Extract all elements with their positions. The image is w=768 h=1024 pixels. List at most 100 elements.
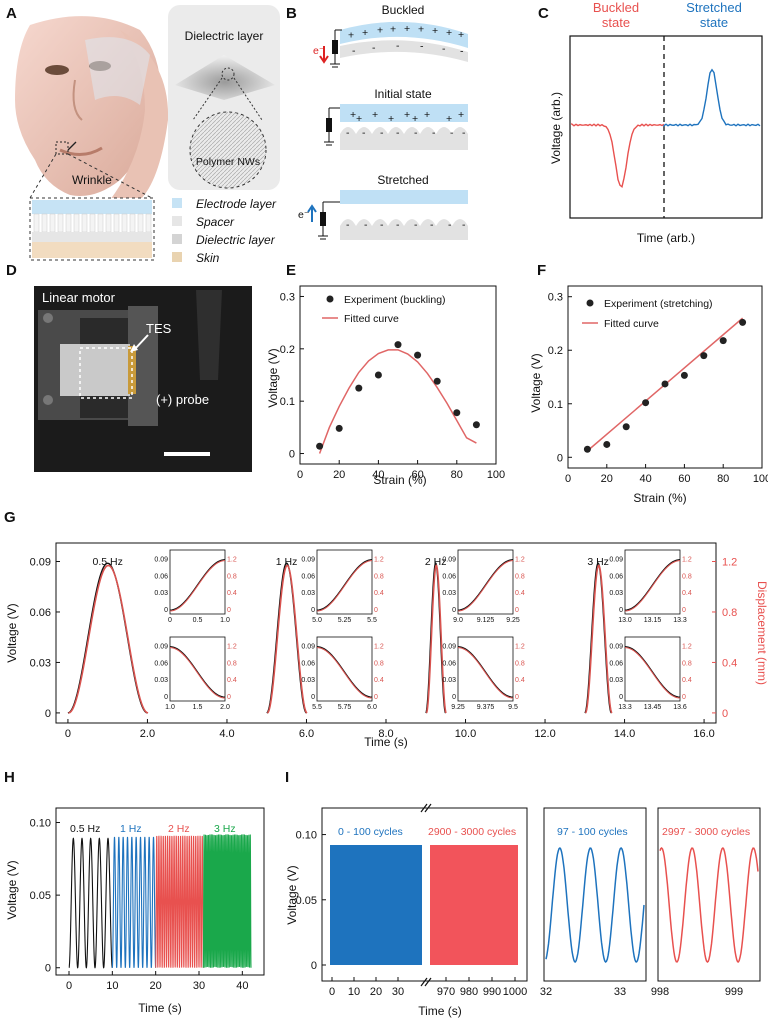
charge-plus: + <box>356 113 362 125</box>
h-x-tick: 10 <box>106 980 118 992</box>
data-point <box>622 423 630 431</box>
h-wave-segment <box>111 836 157 968</box>
y-tick-label: 0.3 <box>548 292 563 304</box>
inset-y2-tick: 0.4 <box>515 590 525 597</box>
charge-plus: + <box>458 29 464 41</box>
charge-minus: - <box>430 219 434 231</box>
face-illustration <box>15 16 169 200</box>
data-point <box>680 371 688 379</box>
inset-y2-tick: 0 <box>682 694 686 701</box>
data-point <box>394 341 402 349</box>
panel-label-h: H <box>4 769 15 786</box>
inset-y-tick: 0.06 <box>442 660 456 667</box>
inset-y2-tick: 0 <box>374 694 378 701</box>
panel-g: G 0 2.0 4.0 6.0 8.0 10.0 12.0 14.0 16.0 0 0.03 0.06… <box>4 509 768 749</box>
stretched-state-l2: state <box>700 15 728 30</box>
inset-y-tick: 0.06 <box>301 573 315 580</box>
g-ylabel: Voltage (V) <box>5 603 19 662</box>
inset-y2-tick: 0.8 <box>374 660 384 667</box>
inset-x-tick: 5.75 <box>338 704 352 711</box>
i-zoom2-x-tick: 998 <box>651 986 669 998</box>
g-x-tick: 16.0 <box>693 728 714 740</box>
inset-displacement <box>316 560 373 612</box>
inset-y-tick: 0.03 <box>442 677 456 684</box>
g-y-tick: 0.09 <box>30 557 51 569</box>
charge-plus: + <box>372 109 378 121</box>
g-x-tick: 4.0 <box>219 728 234 740</box>
charge-minus: - <box>420 41 424 53</box>
h-frequency-label: 0.5 Hz <box>70 823 100 835</box>
inset-x-tick: 9.25 <box>506 617 520 624</box>
inset-y2-tick: 0.8 <box>515 573 525 580</box>
data-point <box>335 424 343 432</box>
data-point <box>374 371 382 379</box>
inset-x-tick: 0.5 <box>193 617 203 624</box>
inset-y2-tick: 0 <box>227 607 231 614</box>
charge-minus: - <box>432 127 436 139</box>
g-inset <box>457 636 514 702</box>
f-legend-exp: Experiment (stretching) <box>604 298 713 310</box>
h-wave-segment <box>202 834 252 968</box>
g-displacement-pulse <box>266 564 308 714</box>
inset-y-tick: 0 <box>164 607 168 614</box>
data-point <box>583 445 591 453</box>
panel-label-i: I <box>285 769 289 786</box>
charge-plus: + <box>404 109 410 121</box>
inset-y-tick: 0.06 <box>442 573 456 580</box>
g-frequency-label: 0.5 Hz <box>93 556 123 568</box>
f-legend-fit: Fitted curve <box>604 318 659 330</box>
g-y2-tick: 1.2 <box>722 557 737 569</box>
charge-minus: - <box>372 42 376 54</box>
charge-plus: + <box>350 109 356 121</box>
inset-y-tick: 0.06 <box>609 660 623 667</box>
buckled-title: Buckled <box>382 3 425 17</box>
wrinkle-label: Wrinkle <box>72 173 112 187</box>
h-x-tick: 30 <box>193 980 205 992</box>
inset-y-tick: 0.06 <box>609 573 623 580</box>
inset-y-tick: 0.06 <box>301 660 315 667</box>
g-inset <box>457 549 514 615</box>
i-x-tick: 990 <box>483 986 501 998</box>
charge-plus: + <box>424 109 430 121</box>
inset-voltage <box>457 646 514 698</box>
panel-i: I 0 0.05 0.10 0 10 20 30 970 980 990 1000 32 33 998 99… <box>285 769 761 1018</box>
inset-voltage <box>624 646 681 698</box>
stretched-title: Stretched <box>377 173 428 187</box>
x-tick-label: 0 <box>565 473 571 485</box>
e-xlabel: Strain (%) <box>373 473 426 487</box>
data-point <box>719 337 727 345</box>
h-y-tick: 0.05 <box>30 890 51 902</box>
i-zoom2-x-tick: 999 <box>725 986 743 998</box>
data-point <box>472 421 480 429</box>
e-legend-fit: Fitted curve <box>344 313 399 325</box>
h-y-tick: 0.10 <box>30 818 51 830</box>
i-ylabel: Voltage (V) <box>285 865 299 924</box>
inset-displacement <box>169 560 226 612</box>
inset-displacement <box>457 647 514 699</box>
charge-minus: - <box>380 127 384 139</box>
inset-y-tick: 0 <box>619 694 623 701</box>
inset-displacement <box>624 560 681 612</box>
data-point <box>316 442 324 450</box>
x-tick-label: 20 <box>333 469 345 481</box>
inset-y2-tick: 0.8 <box>515 660 525 667</box>
inset-y2-tick: 1.2 <box>227 557 237 564</box>
g-x-tick: 12.0 <box>534 728 555 740</box>
layer-legend: Electrode layer Spacer Dielectric layer … <box>172 197 277 265</box>
i-xlabel: Time (s) <box>418 1004 462 1018</box>
inset-y2-tick: 1.2 <box>374 557 384 564</box>
inset-y-tick: 0.06 <box>154 660 168 667</box>
inset-displacement <box>624 647 681 699</box>
g-y2-tick: 0.8 <box>722 607 737 619</box>
h-x-tick: 20 <box>150 980 162 992</box>
h-wave-segment <box>155 835 204 968</box>
x-tick-label: 60 <box>411 469 423 481</box>
charge-plus: + <box>377 25 383 37</box>
charge-plus: + <box>458 109 464 121</box>
inset-y2-tick: 0.8 <box>682 573 692 580</box>
f-frame <box>567 285 763 469</box>
inset-y-tick: 0 <box>311 607 315 614</box>
f-xlabel: Strain (%) <box>633 491 686 505</box>
charge-minus: - <box>414 127 418 139</box>
